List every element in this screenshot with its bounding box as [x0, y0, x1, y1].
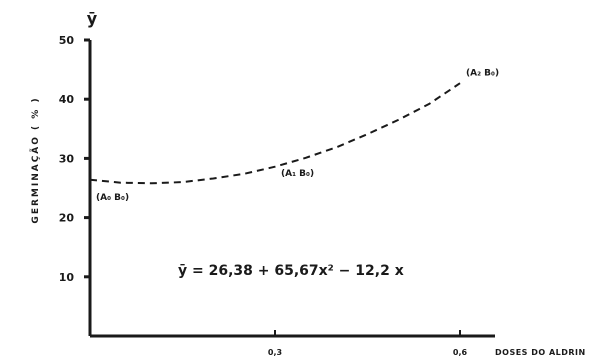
x-tick-label: 0,6 [453, 348, 468, 357]
x-tick-label: 0,3 [268, 348, 282, 357]
germination-curve [89, 82, 461, 185]
series [89, 82, 461, 185]
x-ticks: 0,3 0,6 [268, 330, 468, 357]
y-tick-label: 50 [59, 34, 75, 47]
point-annotation: (A₂ B₀) [466, 69, 499, 79]
axes [88, 40, 495, 338]
y-axis-symbol: ȳ [87, 9, 98, 28]
y-tick-label: 40 [59, 93, 75, 106]
y-tick-label: 10 [59, 271, 75, 284]
y-tick-label: 30 [59, 152, 75, 165]
y-tick-label: 20 [59, 212, 75, 225]
point-annotation: (A₀ B₀) [96, 193, 129, 203]
regression-equation: ȳ = 26,38 + 65,67x² − 12,2 x [178, 263, 404, 279]
y-axis-label: GERMINAÇÃO ( % ) [30, 96, 41, 223]
y-ticks: 10 20 30 40 50 [59, 34, 90, 284]
point-annotation: (A₁ B₀) [281, 169, 314, 179]
annotations: (A₀ B₀) (A₁ B₀) (A₂ B₀) [96, 69, 499, 203]
x-axis-label: DOSES DO ALDRIN [495, 348, 586, 357]
